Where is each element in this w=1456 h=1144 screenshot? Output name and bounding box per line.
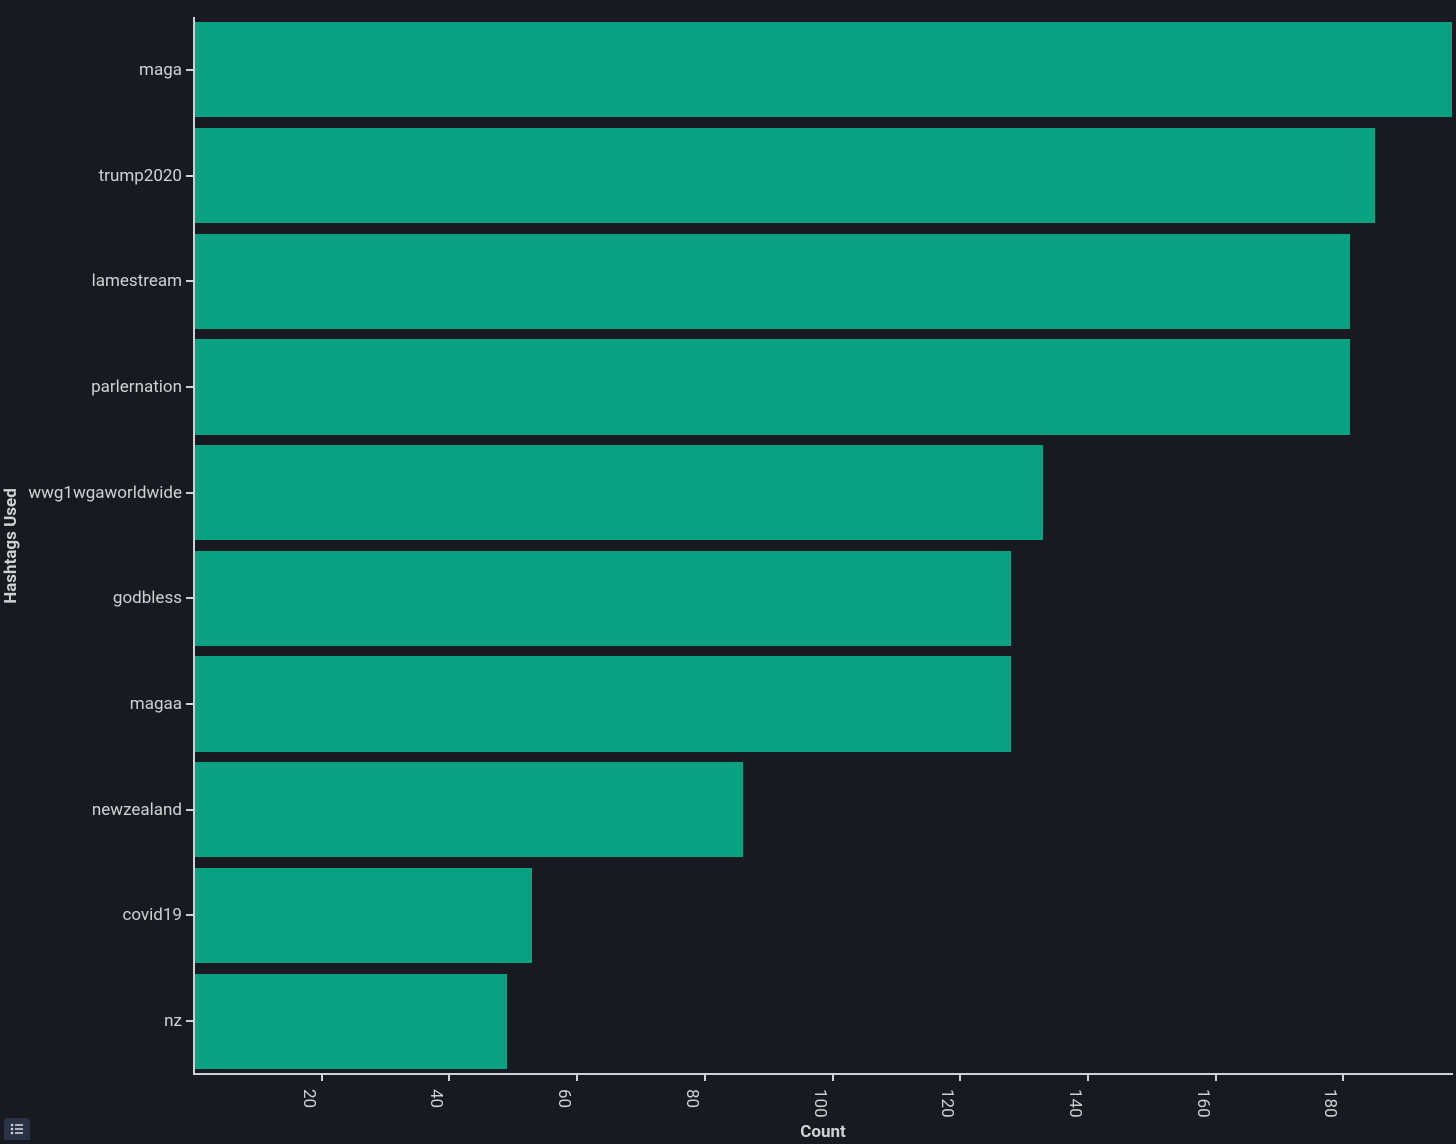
bar-maga[interactable] xyxy=(194,22,1452,117)
bar-lamestream[interactable] xyxy=(194,234,1350,329)
y-tick-mark xyxy=(186,597,193,599)
bar-covid19[interactable] xyxy=(194,868,532,963)
x-tick-label: 140 xyxy=(1065,1089,1085,1118)
x-tick-label: 160 xyxy=(1193,1089,1213,1118)
x-tick-mark xyxy=(1342,1074,1344,1081)
x-tick-label: 40 xyxy=(426,1089,446,1108)
x-tick-mark xyxy=(448,1074,450,1081)
hashtag-bar-chart: Hashtags Used Count maga trump2020 lamestr… xyxy=(0,0,1456,1144)
y-tick-mark xyxy=(186,492,193,494)
x-axis-line xyxy=(193,1073,1453,1075)
x-tick-mark xyxy=(1215,1074,1217,1081)
y-tick-mark xyxy=(186,280,193,282)
list-icon xyxy=(10,1123,24,1135)
plot-area xyxy=(194,17,1452,1074)
y-axis-title: Hashtags Used xyxy=(1,488,21,604)
bar-nz[interactable] xyxy=(194,974,507,1069)
x-tick-label: 120 xyxy=(937,1089,957,1118)
x-tick-mark xyxy=(576,1074,578,1081)
y-tick-label: nz xyxy=(164,1011,182,1031)
y-tick-mark xyxy=(186,703,193,705)
x-axis-title: Count xyxy=(800,1122,846,1142)
y-tick-mark xyxy=(186,386,193,388)
y-tick-mark xyxy=(186,175,193,177)
y-tick-label: magaa xyxy=(130,694,182,714)
x-tick-label: 80 xyxy=(682,1089,702,1108)
y-tick-mark xyxy=(186,914,193,916)
x-tick-label: 20 xyxy=(299,1089,319,1108)
bar-trump2020[interactable] xyxy=(194,128,1375,223)
y-tick-label: wwg1wgaworldwide xyxy=(28,483,182,503)
x-tick-label: 60 xyxy=(554,1089,574,1108)
x-tick-mark xyxy=(321,1074,323,1081)
x-tick-label: 100 xyxy=(810,1089,830,1118)
y-tick-label: parlernation xyxy=(91,377,182,397)
bar-newzealand[interactable] xyxy=(194,762,743,857)
bar-magaa[interactable] xyxy=(194,656,1011,751)
y-tick-label: maga xyxy=(139,60,182,80)
y-tick-label: godbless xyxy=(113,588,182,608)
x-tick-mark xyxy=(959,1074,961,1081)
bar-wwg1wgaworldwide[interactable] xyxy=(194,445,1043,540)
y-tick-mark xyxy=(186,1020,193,1022)
x-tick-label: 180 xyxy=(1320,1089,1340,1118)
y-axis-line xyxy=(193,17,195,1074)
y-tick-label: newzealand xyxy=(92,800,182,820)
legend-toggle-button[interactable] xyxy=(4,1118,30,1140)
y-tick-label: covid19 xyxy=(122,905,182,925)
x-tick-mark xyxy=(1087,1074,1089,1081)
bar-parlernation[interactable] xyxy=(194,339,1350,434)
bar-godbless[interactable] xyxy=(194,551,1011,646)
x-tick-mark xyxy=(704,1074,706,1081)
y-tick-label: lamestream xyxy=(92,271,182,291)
y-tick-label: trump2020 xyxy=(99,166,182,186)
y-tick-mark xyxy=(186,809,193,811)
y-tick-mark xyxy=(186,69,193,71)
x-tick-mark xyxy=(832,1074,834,1081)
